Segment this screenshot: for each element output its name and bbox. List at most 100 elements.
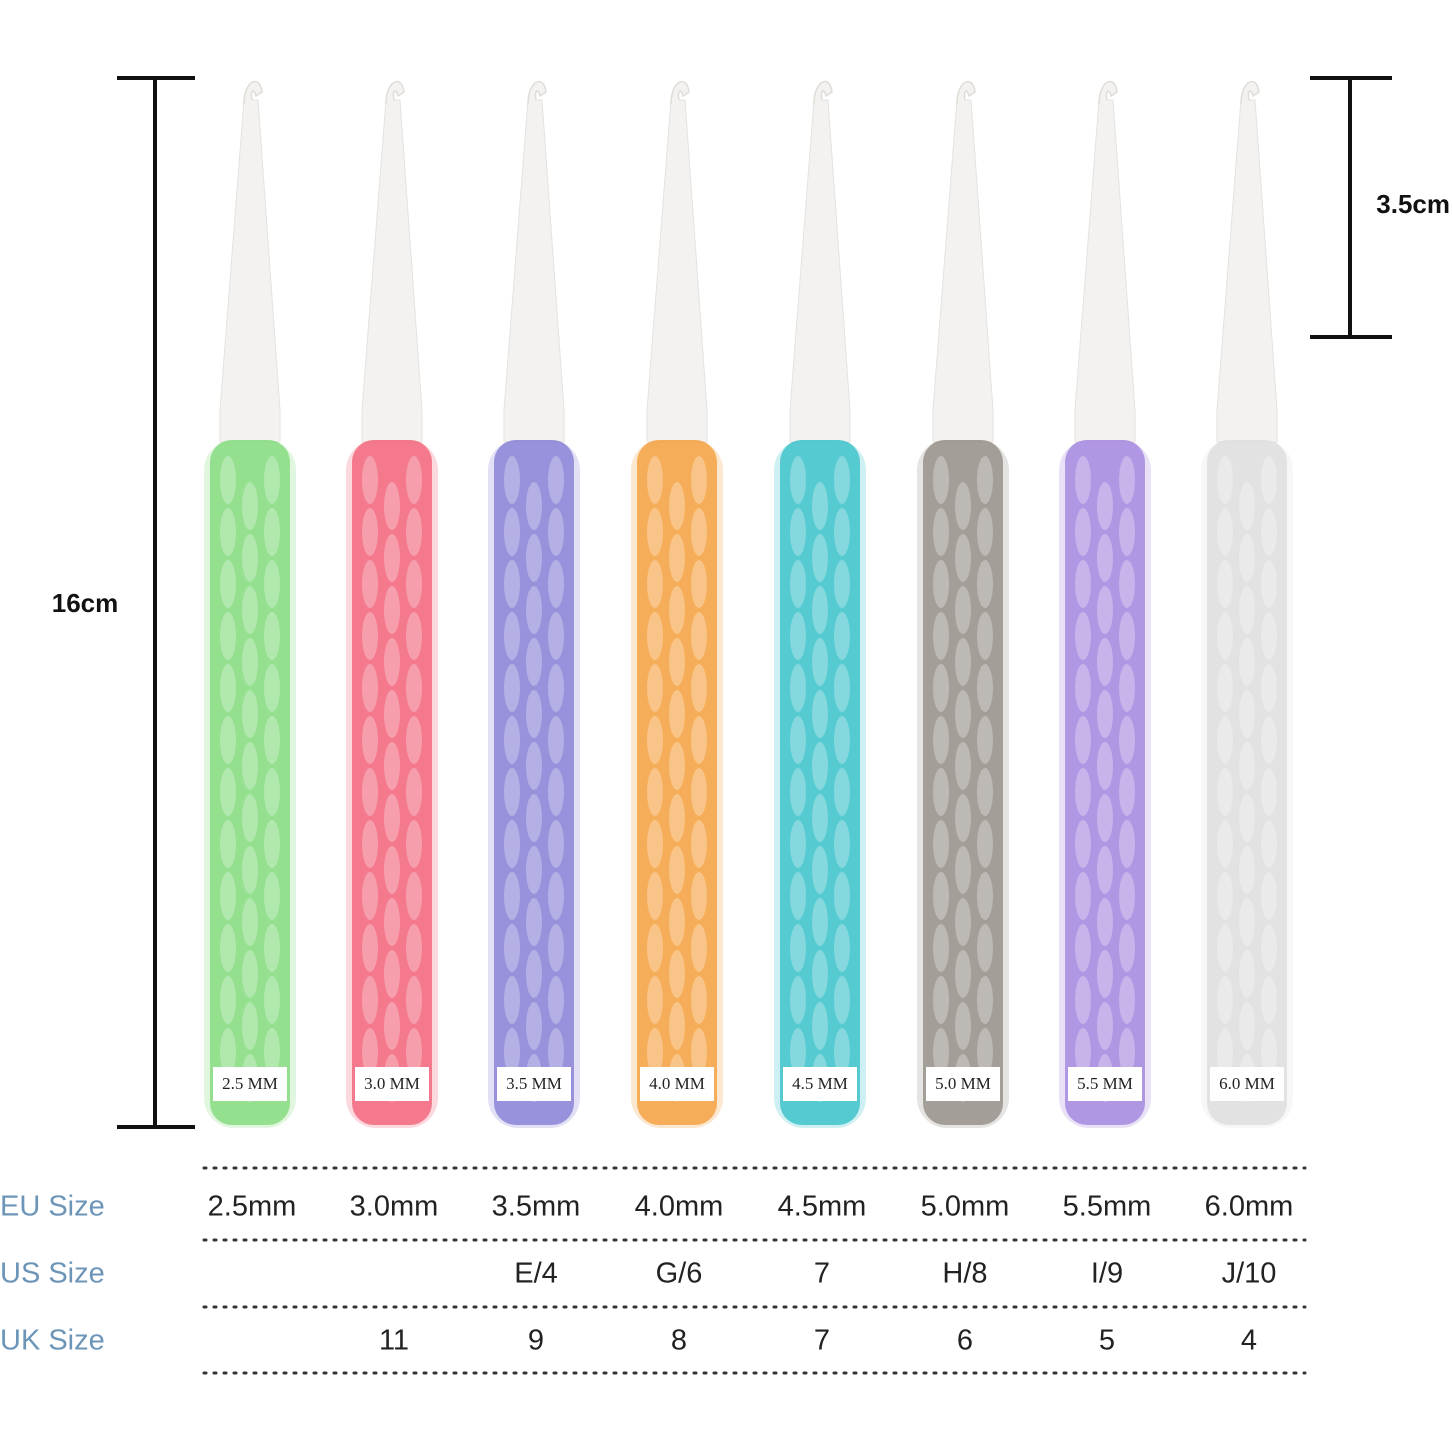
handle-facet [220, 924, 236, 972]
handle-facet [933, 976, 949, 1024]
handle-facet [526, 638, 542, 686]
size-tag-text: 3.0 MM [364, 1074, 420, 1093]
handle-facet [1075, 456, 1091, 504]
handle-facet [548, 820, 564, 868]
handle-facet [691, 1028, 707, 1076]
size-tag [640, 1067, 714, 1101]
handle-facet [1217, 768, 1233, 816]
handle-facet [242, 690, 258, 738]
handle-facet [790, 976, 806, 1024]
handle-facet [1261, 872, 1277, 920]
handle-facet [264, 456, 280, 504]
handle-facet [220, 456, 236, 504]
handle-facet [691, 716, 707, 764]
handle-facet [526, 846, 542, 894]
handle-facet [1119, 820, 1135, 868]
handle-facet [526, 1002, 542, 1050]
handle-facet [933, 1028, 949, 1076]
crochet-hook: 4.0 MM [631, 80, 723, 1128]
handle-facet [264, 768, 280, 816]
handle-facet [691, 924, 707, 972]
handle-facet [647, 612, 663, 660]
handle-facet [504, 924, 520, 972]
handle-facet [1239, 898, 1255, 946]
hook-shaft [219, 99, 281, 443]
handle-facet [977, 508, 993, 556]
handle-facet [264, 820, 280, 868]
handle-facet [669, 950, 685, 998]
handle-facet [812, 586, 828, 634]
handle-facet [1239, 950, 1255, 998]
hook-handle [352, 440, 432, 1125]
handle-facet [812, 846, 828, 894]
handle-facet [406, 820, 422, 868]
handle-facet [504, 508, 520, 556]
handle-facet [834, 768, 850, 816]
handle-facet [526, 690, 542, 738]
handle-facet [977, 924, 993, 972]
handle-facet [504, 872, 520, 920]
handle-facet [264, 924, 280, 972]
size-cell: 5.0mm [921, 1191, 1010, 1223]
handle-facet [669, 586, 685, 634]
hook-handle [1065, 440, 1145, 1125]
handle-facet [1239, 482, 1255, 530]
size-tag [1068, 1067, 1142, 1101]
handle-facet [1119, 716, 1135, 764]
hook-tip [956, 80, 976, 105]
handle-facet [790, 664, 806, 712]
handle-facet [790, 1028, 806, 1076]
hook-handle [637, 440, 717, 1125]
handle-facet [362, 716, 378, 764]
handle-facet [955, 586, 971, 634]
handle-facet [406, 872, 422, 920]
handle-facet [955, 690, 971, 738]
handle-facet [669, 742, 685, 790]
hook-shaft [361, 99, 423, 443]
handle-facet [406, 612, 422, 660]
handle-facet [669, 1002, 685, 1050]
handle-facet [955, 794, 971, 842]
handle-facet [691, 820, 707, 868]
handle-facet [1239, 742, 1255, 790]
handle-facet [669, 638, 685, 686]
handle-facet [790, 612, 806, 660]
handle-facet [691, 768, 707, 816]
crochet-hook: 3.0 MM [346, 80, 438, 1128]
handle-facet [548, 612, 564, 660]
handle-facet [834, 456, 850, 504]
size-tag [783, 1067, 857, 1101]
handle-facet [264, 508, 280, 556]
handle-facet [242, 534, 258, 582]
hooks: 2.5 MM 3.0 MM 3.5 MM 4.0 MM 4.5 MM 5.0 MM 5.5 … [204, 80, 1293, 1128]
size-tag-text: 2.5 MM [222, 1074, 278, 1093]
handle-facet [647, 560, 663, 608]
size-tag-text: 5.5 MM [1077, 1074, 1133, 1093]
handle-facet [1119, 508, 1135, 556]
handle-facet [504, 976, 520, 1024]
handle-facet [220, 768, 236, 816]
handle-facet [1075, 820, 1091, 868]
handle-facet [977, 976, 993, 1024]
handle-facet [384, 794, 400, 842]
handle-facet [933, 872, 949, 920]
handle-facet [406, 560, 422, 608]
handle-facet [790, 456, 806, 504]
hook-tip [385, 80, 405, 105]
handle-facet [384, 950, 400, 998]
handle-facet [977, 612, 993, 660]
size-cell: 9 [528, 1325, 544, 1357]
handle-facet [790, 820, 806, 868]
hook-length-ruler: 3.5cm [1310, 76, 1450, 339]
handle-facet [812, 742, 828, 790]
hook-shaft [932, 99, 994, 443]
handle-facet [264, 612, 280, 660]
handle-facet [647, 820, 663, 868]
handle-facet [242, 794, 258, 842]
handle-facet [669, 846, 685, 894]
size-cell: 4 [1241, 1325, 1257, 1357]
handle-facet [669, 794, 685, 842]
handle-facet [264, 976, 280, 1024]
handle-facet [504, 820, 520, 868]
handle-facet [242, 898, 258, 946]
